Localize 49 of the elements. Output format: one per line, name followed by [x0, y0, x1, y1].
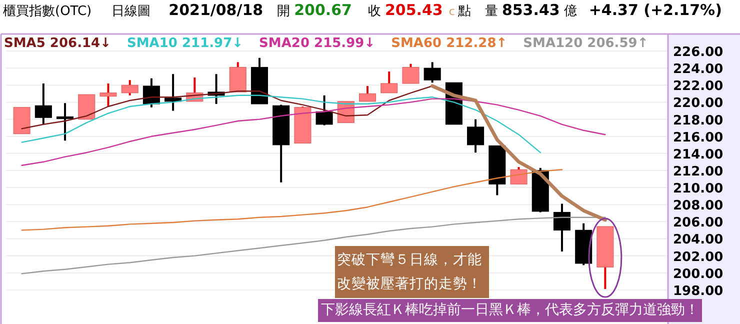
text: 205.43	[384, 1, 443, 19]
text: SMA120 206.59↑	[523, 36, 648, 51]
candlestick	[142, 77, 160, 108]
y-tick-label: 220.00	[673, 96, 724, 112]
y-tick-label: 212.00	[673, 164, 724, 180]
candlestick	[553, 202, 570, 252]
y-tick-label: 198.00	[673, 284, 724, 299]
text: +4.37 (+2.17%)	[588, 1, 722, 19]
candlestick	[100, 82, 117, 108]
text: 2021/08/18	[168, 1, 264, 19]
text: c	[448, 5, 455, 18]
candlestick	[164, 73, 182, 112]
y-tick-label: 214.00	[673, 147, 724, 162]
candlestick	[424, 61, 441, 84]
y-tick-label: 226.00	[673, 45, 724, 60]
candlestick	[316, 94, 333, 126]
text: 開	[277, 3, 290, 20]
text: SMA10 211.97↓	[127, 36, 244, 51]
text: 收	[368, 3, 381, 20]
text: 億	[564, 3, 577, 20]
annotation: 下影線長紅Ｋ棒吃掉前一日黑Ｋ棒，代表多方反彈力道強勁！	[318, 299, 702, 322]
text: 量	[484, 3, 498, 20]
y-tick-label: 218.00	[673, 113, 724, 128]
annotation: 突破下彎５日線，才能改變被壓著打的走勢！	[335, 246, 489, 298]
candlestick	[467, 118, 484, 154]
candlestick	[380, 70, 398, 94]
y-tick-label: 208.00	[673, 198, 724, 214]
candlestick	[359, 85, 376, 102]
text: 點	[458, 3, 471, 20]
text: 853.43	[502, 1, 560, 19]
y-tick-label: 210.00	[673, 182, 724, 197]
text: SMA20 215.99↓	[259, 36, 376, 51]
y-tick-label: 224.00	[673, 62, 724, 78]
candlestick	[121, 79, 138, 96]
y-tick-label: 202.00	[673, 250, 724, 265]
y-tick-label: 204.00	[673, 232, 724, 248]
candlestick	[34, 82, 52, 126]
candlestick	[402, 62, 420, 84]
chart-title: 櫃買指數(OTC)	[3, 3, 92, 20]
text: SMA5 206.14↓	[4, 36, 111, 51]
y-tick-label: 200.00	[673, 266, 724, 282]
candlestick	[56, 102, 74, 142]
y-tick-label: 222.00	[673, 79, 724, 94]
chart-subtitle: 日線圖	[112, 3, 151, 20]
y-tick-label: 216.00	[673, 130, 724, 146]
candlestick	[510, 166, 528, 186]
y-tick-label: 206.00	[673, 216, 724, 231]
text: SMA60 212.28↑	[391, 36, 508, 51]
text: 200.67	[294, 1, 352, 19]
